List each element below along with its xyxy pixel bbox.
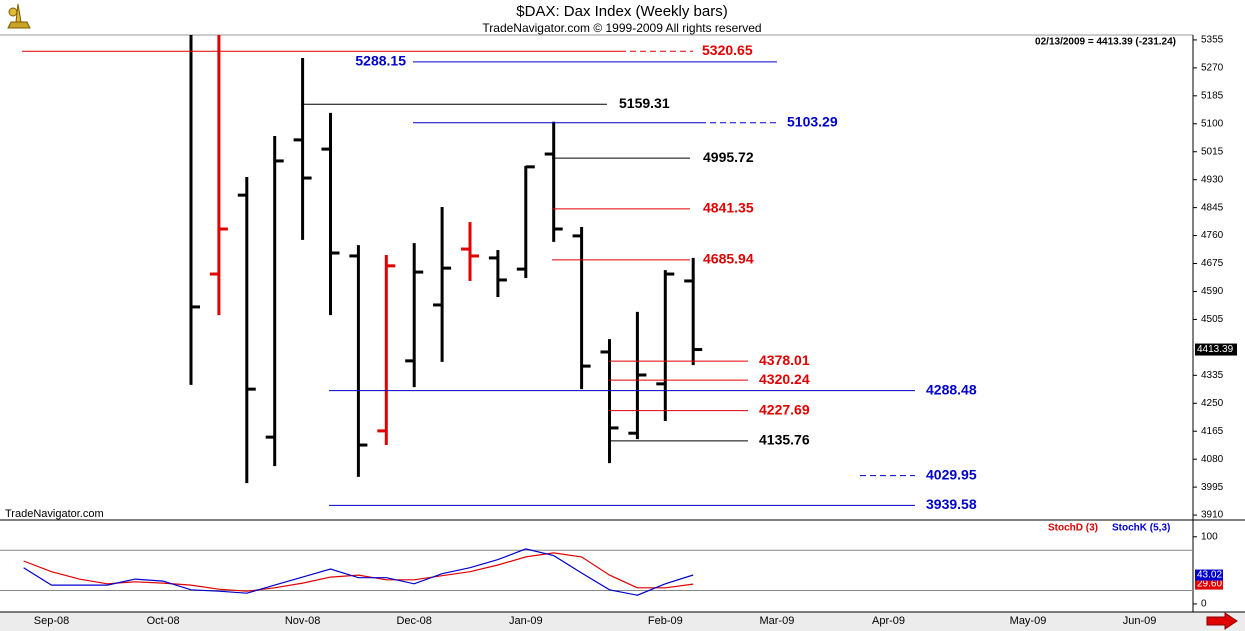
x-tick-label: Dec-08 xyxy=(396,615,431,627)
x-tick-label: Sep-08 xyxy=(34,615,69,627)
price-panel xyxy=(22,35,915,506)
level-label: 5159.31 xyxy=(619,95,670,111)
level-label: 3939.58 xyxy=(926,496,977,512)
y-tick-label: 4165 xyxy=(1201,426,1224,437)
y-tick-label: 4930 xyxy=(1201,174,1224,185)
x-tick-label: Nov-08 xyxy=(285,615,320,627)
level-label: 4135.76 xyxy=(759,432,810,448)
stoch-line xyxy=(23,548,694,596)
x-tick-label: May-09 xyxy=(1010,615,1047,627)
y-tick-label: 4335 xyxy=(1201,370,1224,381)
y-tick-label: 3910 xyxy=(1201,510,1224,521)
date-strip xyxy=(0,612,1245,631)
level-label: 5288.15 xyxy=(355,53,406,69)
y-tick-label: 5015 xyxy=(1201,146,1224,157)
level-label: 4227.69 xyxy=(759,401,810,417)
watermark: TradeNavigator.com xyxy=(5,508,104,520)
value-tag xyxy=(1195,569,1223,581)
level-label: 4378.01 xyxy=(759,352,810,368)
price-tag-label: 4413.39 xyxy=(1197,344,1234,355)
level-label: 4320.24 xyxy=(759,371,810,387)
price-tag xyxy=(1195,343,1237,356)
x-tick-label: Jan-09 xyxy=(509,615,543,627)
logo-base xyxy=(7,21,31,29)
level-label: 4841.35 xyxy=(703,200,754,216)
chart-title: $DAX: Dax Index (Weekly bars) xyxy=(516,3,727,20)
quote: 02/13/2009 = 4413.39 (-231.24) xyxy=(1035,37,1176,48)
y-tick-label: 5185 xyxy=(1201,90,1224,101)
y-tick-label: 5355 xyxy=(1201,35,1224,46)
level-label: 5103.29 xyxy=(787,113,838,129)
y-tick-label: 4505 xyxy=(1201,314,1224,325)
legend-label: StochK (5,3) xyxy=(1112,523,1170,534)
x-tick-label: Feb-09 xyxy=(648,615,683,627)
level-label: 4995.72 xyxy=(703,149,754,165)
value-label: 43.02 xyxy=(1197,570,1222,581)
logo xyxy=(7,3,31,29)
x-tick-label: Oct-08 xyxy=(147,615,180,627)
y-tick-label: 4250 xyxy=(1201,398,1224,409)
value-label: 29.60 xyxy=(1197,579,1222,590)
y-tick-label: 4760 xyxy=(1201,230,1224,241)
y-tick-label: 3995 xyxy=(1201,482,1224,493)
y-tick-label: 4590 xyxy=(1201,286,1224,297)
y-tick-label: 4675 xyxy=(1201,258,1224,269)
level-label: 4288.48 xyxy=(926,381,977,397)
y-tick-label: 4080 xyxy=(1201,454,1224,465)
level-label: 4685.94 xyxy=(703,251,754,267)
value-tag xyxy=(1195,578,1223,590)
x-tick-label: Jun-09 xyxy=(1123,615,1157,627)
x-tick-label: Mar-09 xyxy=(759,615,794,627)
stoch-line xyxy=(23,552,694,592)
scroll-arrow[interactable] xyxy=(1206,612,1238,630)
y-tick-label: 100 xyxy=(1201,531,1218,542)
chart-subtitle: TradeNavigator.com © 1999-2009 All right… xyxy=(482,21,761,35)
legend-label: StochD (3) xyxy=(1048,523,1098,534)
y-tick-label: 0 xyxy=(1201,599,1207,610)
y-tick-label: 5270 xyxy=(1201,63,1224,74)
level-label: 5320.65 xyxy=(702,42,753,58)
logo-orb xyxy=(8,7,18,17)
y-tick-label: 5100 xyxy=(1201,118,1224,129)
level-label: 4029.95 xyxy=(926,466,977,482)
x-tick-label: Apr-09 xyxy=(872,615,905,627)
y-tick-label: 4845 xyxy=(1201,202,1224,213)
